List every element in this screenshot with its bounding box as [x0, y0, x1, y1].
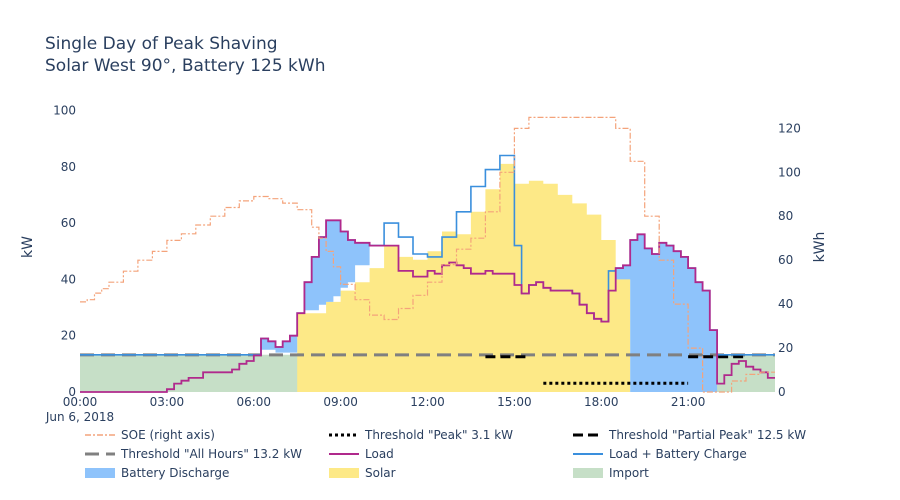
legend-swatch [573, 468, 603, 478]
legend-swatch [85, 452, 115, 456]
area-layer [80, 163, 776, 392]
legend-label: Threshold "Peak" 3.1 kW [365, 428, 514, 442]
legend-swatch [85, 434, 115, 436]
y2-tick-label: 120 [778, 121, 801, 135]
x-date-label: Jun 6, 2018 [45, 410, 114, 424]
chart-subtitle: Solar West 90°, Battery 125 kWh [45, 56, 326, 76]
legend-label: Load + Battery Charge [609, 447, 747, 461]
x-tick-label: 03:00 [150, 395, 185, 409]
legend-swatch [573, 453, 603, 455]
y2-tick-label: 0 [778, 385, 786, 399]
legend-swatch [329, 453, 359, 455]
legend: SOE (right axis) Threshold "Peak" 3.1 kW T… [85, 426, 845, 488]
legend-item-load-charge[interactable]: Load + Battery Charge [573, 445, 747, 463]
legend-item-load[interactable]: Load [329, 445, 394, 463]
load-line [80, 219, 775, 393]
x-tick-label: 15:00 [497, 395, 532, 409]
legend-label: Battery Discharge [121, 466, 230, 480]
y2-tick-label: 80 [778, 209, 793, 223]
x-tick-label: 12:00 [410, 395, 445, 409]
legend-item-import[interactable]: Import [573, 464, 649, 482]
legend-swatch [329, 433, 359, 437]
legend-label: Solar [365, 466, 396, 480]
y-tick-label: 100 [53, 103, 76, 117]
x-tick-label: 06:00 [236, 395, 271, 409]
legend-item-threshold-all[interactable]: Threshold "All Hours" 13.2 kW [85, 445, 302, 463]
x-tick-label: 21:00 [671, 395, 706, 409]
y-tick-label: 40 [61, 272, 76, 286]
legend-swatch [573, 433, 603, 437]
y-tick-label: 0 [68, 385, 76, 399]
legend-swatch [329, 468, 359, 478]
legend-label: Threshold "Partial Peak" 12.5 kW [609, 428, 807, 442]
soe-line [80, 116, 775, 393]
legend-item-soe[interactable]: SOE (right axis) [85, 426, 215, 444]
legend-label: SOE (right axis) [121, 428, 215, 442]
y-tick-label: 80 [61, 160, 76, 174]
legend-item-threshold-partial[interactable]: Threshold "Partial Peak" 12.5 kW [573, 426, 806, 444]
legend-label: Import [609, 466, 649, 480]
chart-title: Single Day of Peak Shaving [45, 34, 278, 54]
legend-item-solar[interactable]: Solar [329, 464, 396, 482]
x-tick-label: 00:00 [63, 395, 98, 409]
y2-axis-title: kWh [812, 232, 828, 263]
legend-item-threshold-peak[interactable]: Threshold "Peak" 3.1 kW [329, 426, 513, 444]
legend-label: Load [365, 447, 394, 461]
battery-discharge-area [253, 220, 776, 392]
y-tick-label: 60 [61, 216, 76, 230]
line-layer [80, 116, 775, 393]
y-tick-label: 20 [61, 329, 76, 343]
y2-tick-label: 40 [778, 297, 793, 311]
legend-label: Threshold "All Hours" 13.2 kW [121, 447, 303, 461]
y2-tick-label: 100 [778, 165, 801, 179]
solar-area [282, 163, 775, 392]
y-axis-title: kW [20, 236, 36, 258]
y2-tick-label: 20 [778, 341, 793, 355]
x-tick-label: 18:00 [584, 395, 619, 409]
axes-layer: 0 20 40 60 80 100 0 20 40 60 80 100 120 00:00 03:00 06:… [20, 103, 828, 424]
legend-item-battery-discharge[interactable]: Battery Discharge [85, 464, 229, 482]
y2-tick-label: 60 [778, 253, 793, 267]
legend-swatch [85, 468, 115, 478]
x-tick-label: 09:00 [323, 395, 358, 409]
